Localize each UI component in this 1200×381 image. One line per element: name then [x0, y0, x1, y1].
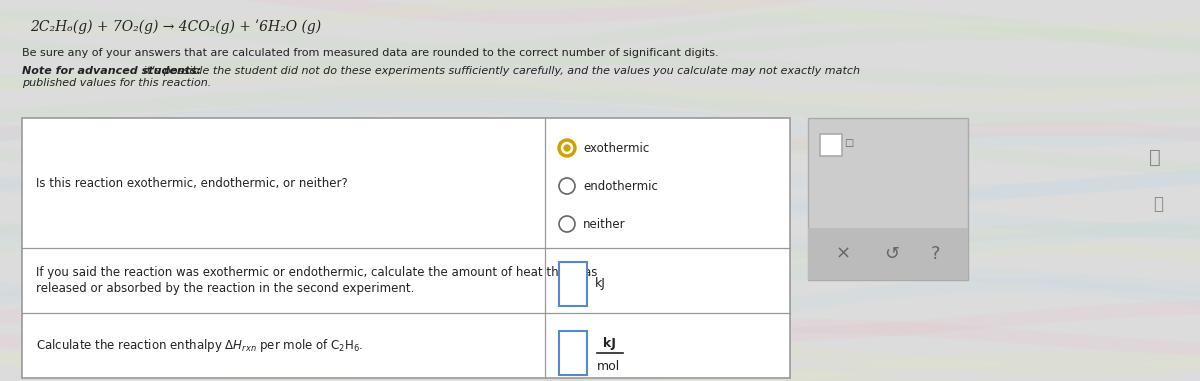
- Text: mol: mol: [598, 360, 620, 373]
- Text: ?: ?: [931, 245, 941, 263]
- Text: □: □: [844, 138, 853, 148]
- Text: ↺: ↺: [883, 245, 899, 263]
- Text: If you said the reaction was exothermic or endothermic, calculate the amount of : If you said the reaction was exothermic …: [36, 266, 598, 279]
- Text: released or absorbed by the reaction in the second experiment.: released or absorbed by the reaction in …: [36, 282, 414, 295]
- FancyBboxPatch shape: [808, 118, 968, 280]
- Text: 2C₂H₆(g) + 7O₂(g) → 4CO₂(g) + ʹ6H₂O (g): 2C₂H₆(g) + 7O₂(g) → 4CO₂(g) + ʹ6H₂O (g): [30, 20, 322, 35]
- Text: neither: neither: [583, 218, 625, 231]
- Text: ×: ×: [835, 245, 851, 263]
- Text: exothermic: exothermic: [583, 141, 649, 155]
- Text: kJ: kJ: [602, 336, 616, 349]
- Text: kJ: kJ: [595, 277, 606, 290]
- Text: Be sure any of your answers that are calculated from measured data are rounded t: Be sure any of your answers that are cal…: [22, 48, 719, 58]
- Text: Is this reaction exothermic, endothermic, or neither?: Is this reaction exothermic, endothermic…: [36, 176, 348, 189]
- FancyBboxPatch shape: [559, 262, 587, 306]
- FancyBboxPatch shape: [559, 331, 587, 375]
- Circle shape: [564, 145, 570, 151]
- Text: ⓘ: ⓘ: [1153, 195, 1163, 213]
- Text: Note for advanced students:: Note for advanced students:: [22, 66, 202, 76]
- Circle shape: [562, 142, 572, 154]
- Text: ⦀: ⦀: [1150, 148, 1160, 167]
- Text: endothermic: endothermic: [583, 179, 658, 192]
- Text: Calculate the reaction enthalpy $\Delta H_{rxn}$ per mole of C$_2$H$_6$.: Calculate the reaction enthalpy $\Delta …: [36, 337, 364, 354]
- FancyBboxPatch shape: [820, 134, 842, 156]
- Circle shape: [558, 139, 576, 157]
- FancyBboxPatch shape: [808, 228, 968, 280]
- Text: it’s possible the student did not do these experiments sufficiently carefully, a: it’s possible the student did not do the…: [140, 66, 860, 76]
- FancyBboxPatch shape: [22, 118, 790, 378]
- Text: published values for this reaction.: published values for this reaction.: [22, 78, 211, 88]
